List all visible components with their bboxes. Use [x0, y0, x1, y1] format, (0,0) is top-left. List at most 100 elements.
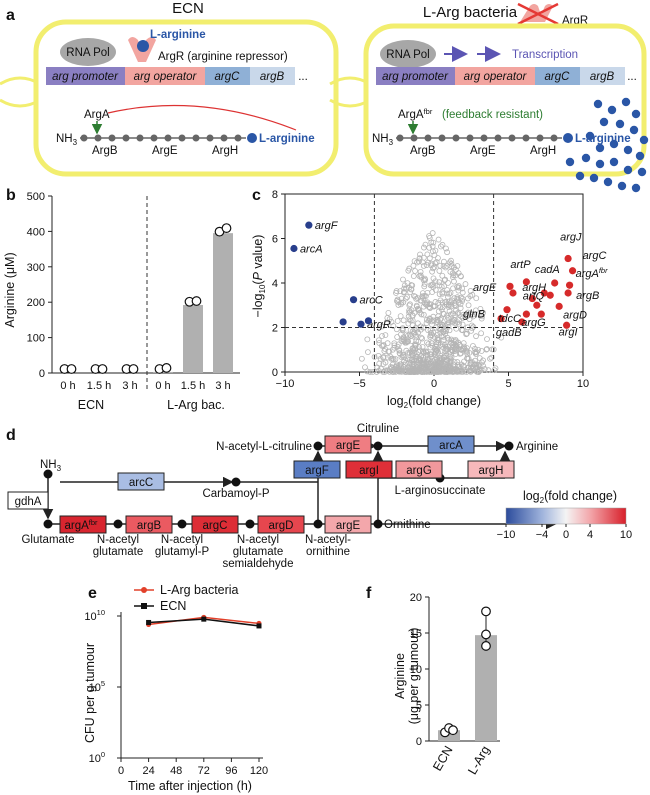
c-bg-point [376, 360, 383, 367]
c-bg-point [380, 361, 387, 367]
ecn-title: ECN [172, 0, 204, 17]
enzyme-gdha [7, 491, 49, 510]
ecn-argb: ArgB [92, 145, 118, 157]
larg-gene-label-3: argB [590, 71, 615, 83]
c-bg-point [426, 233, 432, 239]
c-bg-point [454, 310, 461, 317]
c-bg-point [436, 325, 443, 332]
panel-d: d [6, 423, 632, 570]
c-bg-point [476, 355, 483, 362]
b-xtick-label: 1.5 h [87, 380, 111, 392]
e-point [201, 616, 207, 622]
panel-b-group-larg: L-Arg bac. [167, 398, 225, 412]
larg-argb: ArgB [410, 145, 436, 157]
c-bg-point [452, 266, 459, 273]
c-bg-point [379, 323, 386, 330]
enzyme-label-gdha: gdhA [15, 496, 42, 508]
c-bg-point [442, 322, 449, 329]
c-bg-point [477, 305, 484, 312]
c-bg-point [473, 295, 480, 302]
legend-tick-label: 0 [563, 529, 569, 541]
panel-f-label: f [366, 585, 372, 602]
c-bg-point [436, 279, 443, 286]
enzyme-label-arga: argAfbr [64, 518, 98, 532]
c-bg-point [418, 365, 424, 372]
c-bg-point [407, 301, 413, 308]
c-bg-point [431, 252, 438, 259]
c-up-point [568, 267, 577, 275]
label-carbamoyl: Carbamoyl-P [202, 488, 269, 500]
label-glutamate: Glutamate [21, 534, 74, 546]
legend-larg: L-Arg bacteria [160, 583, 239, 597]
label-ornithine: Ornithine [384, 519, 431, 531]
c-bg-point [404, 356, 411, 363]
node-glutamate [43, 519, 53, 529]
node-carbamoyl [231, 477, 241, 487]
c-bg-point [381, 369, 388, 375]
enzyme-arge-bottom [324, 515, 372, 534]
arginine-dot [623, 145, 633, 155]
c-bg-point [445, 366, 452, 373]
panel-c-xlabel: log2(fold change) [387, 394, 481, 410]
c-bg-point [422, 241, 429, 248]
c-up-point [563, 321, 571, 329]
b-xtick-label: 1.5 h [181, 380, 205, 392]
panel-e-legend: L-Arg bacteria ECN [134, 583, 239, 613]
c-up-point [522, 310, 530, 318]
c-bg-point [427, 332, 434, 339]
c-bg-point [395, 299, 402, 306]
c-bg-point [451, 278, 457, 285]
label-acetyl-ornithine: N-acetyl-ornithine [305, 534, 351, 558]
c-xtick-label: 0 [431, 378, 437, 390]
c-bg-point [478, 315, 485, 322]
c-bg-point [433, 369, 440, 375]
c-bg-point [438, 243, 444, 250]
ecn-gene-label-3: argB [260, 71, 285, 83]
c-bg-point [465, 355, 472, 362]
c-bg-point [457, 273, 464, 279]
c-bg-point [432, 299, 439, 305]
c-bg-point [365, 349, 371, 356]
enzyme-argh [467, 460, 515, 479]
c-bg-point [427, 305, 434, 311]
c-xtick-label: 5 [505, 378, 511, 390]
f-point [481, 629, 491, 640]
c-bg-point [410, 273, 417, 280]
c-up-point [555, 302, 563, 310]
larg-gene-label-1: arg operator [464, 71, 528, 83]
ecn-feedback-line [107, 104, 297, 131]
arginine-dot [575, 171, 585, 181]
larg-rnapol: RNA Pol [386, 49, 429, 61]
f-bar [475, 635, 497, 741]
c-bg-point [403, 347, 410, 354]
panel-b-group-ecn: ECN [78, 398, 104, 412]
c-bg-point [419, 259, 426, 266]
c-bg-point [435, 236, 442, 243]
larg-feedback: (feedback resistant) [442, 109, 543, 121]
c-bg-point [405, 267, 412, 274]
c-bg-point [444, 317, 451, 324]
node-acetyl-ornithine [313, 519, 323, 529]
larg-larg-end: L-arginine [575, 133, 631, 145]
arginine-dot [581, 153, 591, 163]
c-bg-point [397, 313, 404, 320]
c-bg-point [485, 367, 492, 374]
f-point [481, 606, 491, 617]
e-xtick-label: 24 [142, 765, 154, 777]
c-bg-point [417, 272, 424, 279]
c-bg-point [414, 368, 421, 375]
arginine-dot [607, 105, 617, 115]
larg-arge: ArgE [470, 145, 496, 157]
b-bar [183, 305, 203, 373]
larg-gene-argb [580, 67, 625, 85]
c-ytick-label: 2 [272, 323, 278, 335]
legend-ecn: ECN [160, 599, 186, 613]
panel-e: e L-Arg bacteria ECN CFU per g tumour 0 2… [83, 583, 268, 793]
c-bg-point [440, 263, 447, 269]
b-xtick-label: 0 h [60, 380, 75, 392]
c-bg-point [445, 343, 451, 350]
c-bg-point [401, 338, 408, 345]
c-bg-point [447, 289, 454, 296]
c-down-point [349, 296, 358, 304]
